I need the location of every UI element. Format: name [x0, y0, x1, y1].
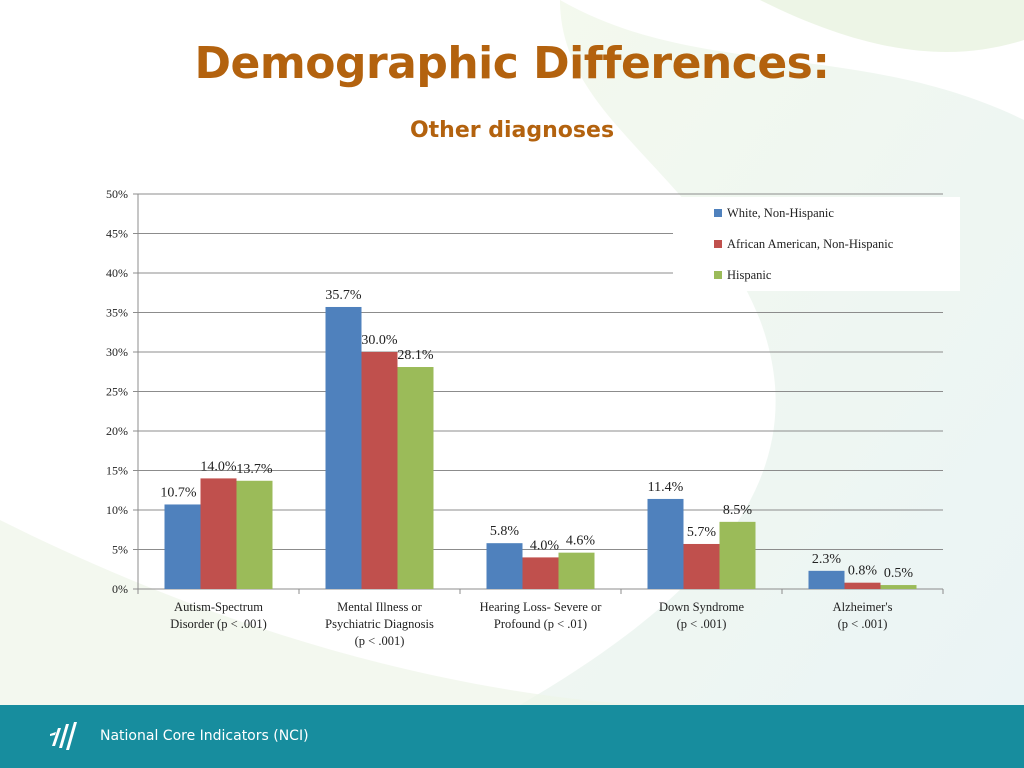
data-labels: 10.7%14.0% 13.7% 35.7% 30.0%28.1% 5.8% 4.0% 4.…	[160, 288, 913, 581]
footer-org-name: National Core Indicators (NCI)	[100, 728, 309, 744]
bars	[164, 306, 917, 589]
legend-entry: African American, Non-Hispanic	[727, 237, 894, 251]
x-category-label: Down Syndrome	[659, 600, 745, 614]
y-tick-label: 25%	[106, 385, 128, 399]
data-label: 4.6%	[566, 534, 596, 549]
nci-logo-icon	[50, 722, 77, 750]
slide-subtitle: Other diagnoses	[409, 118, 615, 143]
y-tick-label: 15%	[106, 464, 128, 478]
x-category-label: Autism-Spectrum	[174, 600, 263, 614]
y-tick-label: 0%	[112, 582, 128, 596]
y-tick-label: 5%	[112, 543, 128, 557]
x-category-label: Psychiatric Diagnosis	[325, 617, 434, 631]
data-label: 5.7%	[687, 525, 717, 540]
y-tick-label: 40%	[106, 266, 128, 280]
bar	[647, 498, 684, 589]
y-tick-label: 45%	[106, 227, 128, 241]
slide-title: Demographic Differences:	[194, 38, 830, 89]
bar-chart: 0% 5% 10% 15% 20% 25% 30% 35% 40% 45% 50% 10.7%14.…	[106, 187, 960, 648]
x-category-label: (p < .001)	[677, 617, 727, 631]
bar	[719, 521, 756, 589]
category-labels: Autism-Spectrum Disorder (p < .001) Mental…	[170, 600, 892, 648]
bar	[683, 543, 720, 589]
data-label: 0.5%	[884, 566, 914, 581]
x-category-label: Profound (p < .01)	[494, 617, 587, 631]
bar	[880, 585, 917, 589]
legend-entry: White, Non-Hispanic	[727, 206, 834, 220]
footer-bar	[0, 705, 1024, 768]
bar	[397, 367, 434, 589]
y-tick-label: 20%	[106, 424, 128, 438]
data-label: 4.0%	[530, 538, 560, 553]
data-label: 14.0%	[200, 459, 237, 474]
x-category-label: Disorder (p < .001)	[170, 617, 267, 631]
data-label: 28.1%	[397, 348, 434, 363]
data-label: 13.7%	[236, 462, 273, 477]
x-category-label: (p < .001)	[355, 634, 405, 648]
x-category-label: Hearing Loss- Severe or	[480, 600, 603, 614]
legend-swatch	[714, 209, 722, 217]
x-category-label: (p < .001)	[838, 617, 888, 631]
data-label: 0.8%	[848, 564, 878, 579]
bar	[325, 306, 362, 589]
bar	[486, 543, 523, 589]
legend-swatch	[714, 240, 722, 248]
data-label: 11.4%	[648, 480, 684, 495]
y-tick-label: 30%	[106, 345, 128, 359]
bar	[558, 552, 595, 589]
bar	[844, 582, 881, 589]
x-category-label: Mental Illness or	[337, 600, 423, 614]
bar	[200, 478, 237, 589]
legend-swatch	[714, 271, 722, 279]
x-category-label: Alzheimer's	[833, 600, 893, 614]
bar	[361, 352, 398, 589]
bar	[164, 504, 201, 589]
y-tick-label: 50%	[106, 187, 128, 201]
data-label: 8.5%	[723, 503, 753, 518]
data-label: 5.8%	[490, 524, 520, 539]
y-tick-label: 35%	[106, 306, 128, 320]
data-label: 2.3%	[812, 552, 842, 567]
legend: White, Non-Hispanic African American, Non…	[673, 197, 960, 291]
data-label: 35.7%	[325, 288, 362, 303]
data-label: 30.0%	[361, 333, 398, 348]
bar	[808, 570, 845, 589]
data-label: 10.7%	[160, 485, 197, 500]
bar	[522, 557, 559, 589]
legend-entry: Hispanic	[727, 268, 772, 282]
bar	[236, 480, 273, 589]
y-tick-label: 10%	[106, 503, 128, 517]
